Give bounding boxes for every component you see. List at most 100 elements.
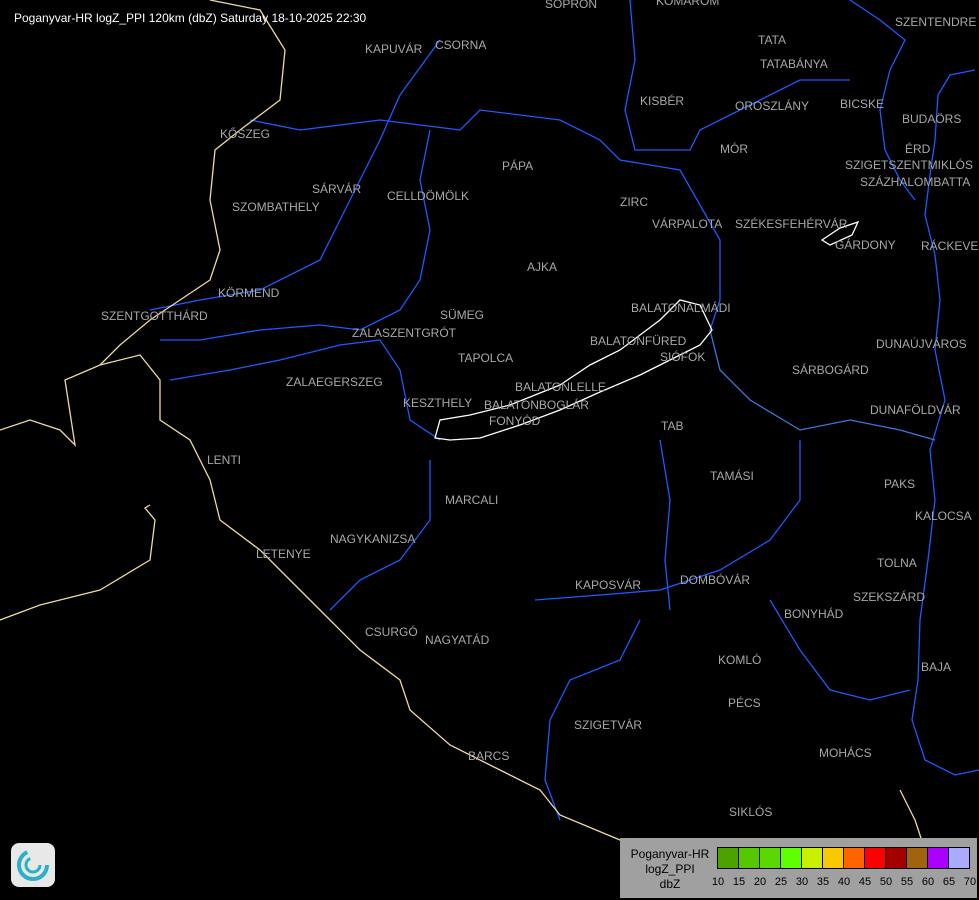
legend-product: logZ_PPI bbox=[645, 862, 695, 876]
city-label: PÉCS bbox=[728, 696, 761, 710]
legend-tick-label: 35 bbox=[816, 876, 830, 888]
city-label: CELLDÖMÖLK bbox=[387, 189, 470, 203]
legend-tick-label: 50 bbox=[879, 876, 893, 888]
legend-color-swatch bbox=[802, 848, 823, 868]
city-label: BALATONFÜRED bbox=[590, 334, 687, 348]
city-label: BUDAÖRS bbox=[902, 112, 962, 126]
river bbox=[329, 460, 431, 611]
austria-border bbox=[99, 0, 286, 366]
legend-radar: Poganyvar-HR bbox=[630, 847, 710, 861]
city-label: DUNAÚJVÁROS bbox=[876, 337, 967, 351]
legend-color-swatch bbox=[907, 848, 928, 868]
legend-tick-label: 70 bbox=[963, 876, 977, 888]
city-label: BARCS bbox=[468, 749, 510, 763]
city-label: KISBÉR bbox=[640, 94, 685, 108]
city-label: RÁCKEVE bbox=[921, 239, 979, 253]
city-label: BALATONALMÁDI bbox=[631, 301, 731, 315]
legend-color-swatch bbox=[739, 848, 760, 868]
river bbox=[659, 439, 671, 611]
lake-balaton bbox=[434, 299, 713, 441]
city-label: NAGYKANIZSA bbox=[330, 532, 416, 546]
legend-tick-label: 15 bbox=[732, 876, 746, 888]
border bbox=[0, 504, 156, 621]
city-label: KALOCSA bbox=[915, 509, 972, 523]
city-label: SIKLÓS bbox=[729, 805, 773, 819]
city-label: OROSZLÁNY bbox=[735, 99, 810, 113]
city-label: SOPRON bbox=[545, 0, 598, 11]
city-label: PÁPA bbox=[502, 159, 534, 173]
legend-color-swatch bbox=[781, 848, 802, 868]
legend-color-swatch bbox=[886, 848, 907, 868]
legend-color-swatch bbox=[844, 848, 865, 868]
river bbox=[769, 599, 911, 701]
river bbox=[149, 39, 441, 311]
lake-velence bbox=[820, 220, 860, 246]
city-label: SÜMEG bbox=[440, 308, 485, 322]
city-label: KAPUVÁR bbox=[365, 42, 423, 56]
city-label: DOMBÓVÁR bbox=[680, 573, 751, 587]
city-label: MÓR bbox=[720, 142, 748, 156]
city-label: CSURGÓ bbox=[365, 625, 418, 639]
river bbox=[849, 0, 916, 201]
city-label: KAPOSVÁR bbox=[575, 578, 642, 592]
city-label: ÉRD bbox=[905, 142, 931, 156]
city-label: NAGYATÁD bbox=[425, 633, 490, 647]
legend-tick-label: 40 bbox=[837, 876, 851, 888]
city-label: SZENTGOTTHÁRD bbox=[101, 309, 208, 323]
city-label: KÖRMEND bbox=[218, 286, 280, 300]
sio-canal bbox=[709, 329, 936, 441]
legend-tick-label: 45 bbox=[858, 876, 872, 888]
city-label: KOMLÓ bbox=[718, 653, 762, 667]
city-label: SZIGETVÁR bbox=[574, 718, 643, 732]
city-label: KŐSZEG bbox=[220, 127, 271, 141]
legend-tick-label: 25 bbox=[774, 876, 788, 888]
city-label: BAJA bbox=[921, 660, 952, 674]
danube-river bbox=[911, 69, 979, 776]
city-label: LETENYE bbox=[256, 547, 311, 561]
legend-color-swatch bbox=[718, 848, 739, 868]
city-label: GÁRDONY bbox=[835, 238, 896, 252]
legend-color-swatch bbox=[760, 848, 781, 868]
city-label: SZENTENDRE bbox=[895, 15, 977, 29]
city-label: ZALAEGERSZEG bbox=[286, 375, 383, 389]
city-label: DUNAFÖLDVÁR bbox=[870, 403, 961, 417]
legend-unit: dbZ bbox=[659, 877, 681, 891]
city-label: SZOMBATHELY bbox=[232, 200, 320, 214]
river bbox=[544, 619, 641, 821]
city-label: TATA bbox=[758, 33, 786, 47]
legend-tick-label: 60 bbox=[921, 876, 935, 888]
legend-tick-label: 65 bbox=[942, 876, 956, 888]
city-label: MOHÁCS bbox=[819, 746, 872, 760]
river bbox=[160, 129, 431, 341]
city-label: KOMÁROM bbox=[656, 0, 720, 8]
city-label: LENTI bbox=[207, 453, 242, 467]
city-label: BALATONBOGLÁR bbox=[484, 398, 589, 412]
city-label: TOLNA bbox=[877, 556, 917, 570]
city-label: SIÓFOK bbox=[660, 350, 706, 364]
city-label: BALATONLELLE bbox=[515, 380, 606, 394]
legend-tick-label: 30 bbox=[795, 876, 809, 888]
city-label: KESZTHELY bbox=[403, 396, 473, 410]
zala-river bbox=[169, 339, 441, 441]
city-label: SZÉKESFEHÉRVÁR bbox=[735, 217, 848, 231]
map-title: Poganyvar-HR logZ_PPI 120km (dbZ) Saturd… bbox=[14, 11, 367, 25]
city-label: AJKA bbox=[527, 260, 558, 274]
croatia-border bbox=[0, 354, 651, 861]
city-label: ZIRC bbox=[620, 195, 648, 209]
city-label: VÁRPALOTA bbox=[652, 217, 723, 231]
city-label: SÁRBOGÁRD bbox=[792, 363, 869, 377]
river bbox=[624, 0, 850, 151]
legend-tick-label: 10 bbox=[711, 876, 725, 888]
legend-color-swatch bbox=[949, 848, 969, 868]
river bbox=[249, 109, 721, 331]
legend-color-swatch bbox=[865, 848, 886, 868]
kapos-river bbox=[534, 440, 801, 601]
legend-color-swatch bbox=[928, 848, 949, 868]
logo-icon bbox=[11, 843, 55, 887]
city-label: SZEKSZÁRD bbox=[853, 590, 926, 604]
city-label: CSORNA bbox=[435, 38, 487, 52]
city-label: SZÁZHALOMBATTA bbox=[860, 175, 971, 189]
city-label: SZIGETSZENTMIKLÓS bbox=[845, 158, 974, 172]
